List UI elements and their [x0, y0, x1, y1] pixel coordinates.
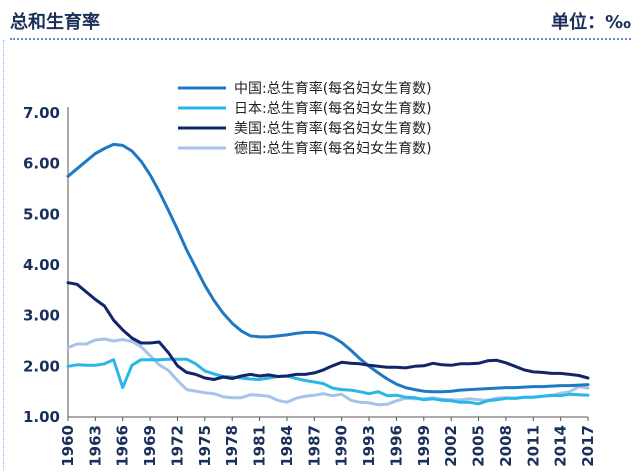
x-tick-label: 2017 — [579, 425, 597, 467]
x-tick-label: 1981 — [251, 425, 269, 467]
y-tick-label: 4.00 — [23, 256, 60, 274]
legend-label-usa: 美国:总生育率(每名妇女生育数) — [234, 120, 432, 137]
y-tick-label: 7.00 — [23, 104, 60, 122]
x-tick-label: 1993 — [360, 425, 378, 467]
legend-label-japan: 日本:总生育率(每名妇女生育数) — [234, 100, 432, 117]
series-line-japan — [66, 357, 590, 406]
series-line-china — [66, 142, 590, 394]
x-tick-label: 1975 — [196, 425, 214, 467]
y-tick-label: 5.00 — [23, 205, 60, 223]
header: 总和生育率 单位：‰ — [0, 0, 641, 40]
x-tick-label: 1966 — [114, 425, 132, 467]
y-tick-label: 1.00 — [23, 408, 60, 426]
x-tick-label: 1972 — [168, 425, 186, 467]
x-tick-label: 2002 — [442, 425, 460, 467]
legend-label-china: 中国:总生育率(每名妇女生育数) — [234, 80, 432, 97]
x-tick-label: 2014 — [552, 425, 570, 467]
title-divider — [10, 38, 631, 40]
x-tick-label: 1960 — [59, 425, 77, 467]
y-tick-label: 2.00 — [23, 357, 60, 375]
x-tick-label: 2011 — [524, 425, 542, 467]
chart-title: 总和生育率 — [10, 12, 100, 33]
series-line-germany — [66, 337, 590, 407]
legend-label-germany: 德国:总生育率(每名妇女生育数) — [234, 140, 432, 157]
x-tick-label: 1999 — [415, 425, 433, 467]
x-tick-label: 1963 — [86, 425, 104, 467]
x-tick-label: 1987 — [305, 425, 323, 467]
x-tick-label: 2008 — [497, 425, 515, 467]
y-tick-label: 3.00 — [23, 307, 60, 325]
x-tick-label: 1996 — [387, 425, 405, 467]
y-tick-label: 6.00 — [23, 155, 60, 173]
x-tick-label: 1978 — [223, 425, 241, 467]
side-divider — [3, 40, 4, 470]
unit-label: 单位：‰ — [551, 12, 631, 33]
x-tick-label: 1990 — [333, 425, 351, 467]
series-line-usa — [66, 281, 590, 381]
x-tick-label: 2005 — [470, 425, 488, 467]
x-tick-label: 1969 — [141, 425, 159, 467]
x-tick-label: 1984 — [278, 425, 296, 467]
